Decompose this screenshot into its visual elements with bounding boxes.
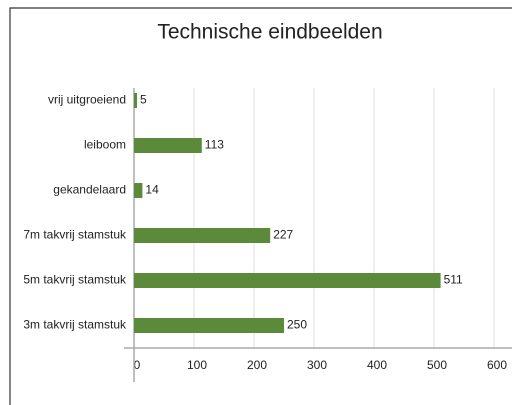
chart-title: Technische eindbeelden <box>157 21 382 44</box>
data-label: 227 <box>273 228 293 242</box>
x-tick-label: 600 <box>487 358 507 372</box>
x-tick-label: 300 <box>307 358 327 372</box>
x-tick-label: 200 <box>247 358 267 372</box>
y-tick-label: vrij uitgroeiend <box>48 93 126 107</box>
bar <box>134 183 143 198</box>
y-tick-label: leiboom <box>84 138 126 152</box>
y-tick-label: gekandelaard <box>53 183 126 197</box>
y-tick-label: 3m takvrij stamstuk <box>23 318 127 332</box>
data-label: 14 <box>145 183 159 197</box>
data-label: 5 <box>140 93 147 107</box>
data-label: 511 <box>444 273 463 287</box>
x-tick-label: 400 <box>367 358 387 372</box>
bar <box>134 273 441 288</box>
bar <box>134 228 271 243</box>
data-label: 250 <box>287 318 307 332</box>
bar <box>134 93 137 108</box>
y-tick-label: 7m takvrij stamstuk <box>23 228 127 242</box>
y-tick-label: 5m takvrij stamstuk <box>23 273 127 287</box>
bar <box>134 318 284 333</box>
chart-frame <box>9 7 512 405</box>
x-tick-label: 500 <box>427 358 447 372</box>
data-label: 113 <box>205 138 224 152</box>
x-tick-label: 0 <box>134 358 141 372</box>
x-tick-label: 100 <box>187 358 207 372</box>
bar <box>134 138 202 153</box>
